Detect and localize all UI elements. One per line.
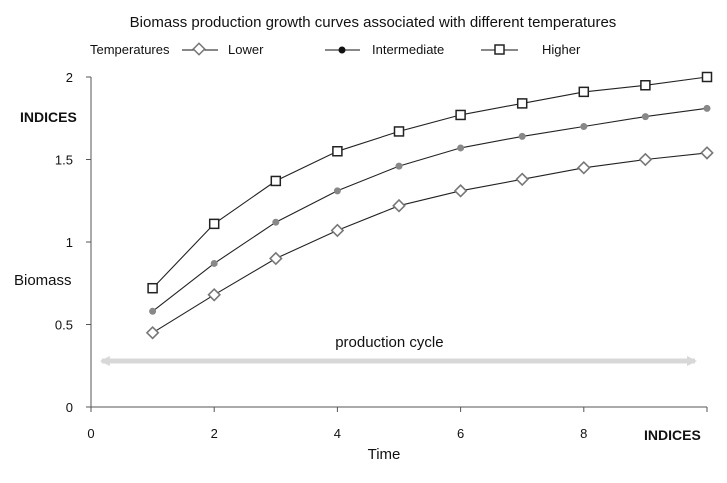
y-tick-label: 0.5: [55, 318, 73, 333]
data-point-lower: [638, 152, 653, 167]
data-point-intermediate: [457, 144, 465, 152]
x-index-label: INDICES: [644, 427, 701, 443]
data-point-higher: [640, 80, 651, 91]
series-line-lower: [152, 152, 708, 334]
x-tick-label: 0: [87, 426, 94, 441]
data-point-higher: [393, 126, 405, 137]
data-point-lower: [700, 146, 714, 160]
chart-title: Biomass production growth curves associa…: [130, 14, 617, 31]
x-tick-label: 2: [211, 426, 218, 441]
y-ticks: 0 0.5 1 1.5 2: [55, 70, 91, 415]
data-point-lower: [330, 223, 345, 238]
data-point-lower: [453, 184, 468, 198]
x-ticks: 0 2 4 6 8: [87, 407, 708, 441]
data-point-lower: [392, 198, 406, 213]
legend-item-higher: Higher: [481, 42, 581, 57]
x-tick-label: 6: [457, 426, 464, 441]
y-tick-label: 0: [66, 400, 73, 415]
legend-item-lower: Lower: [182, 42, 264, 57]
data-point-higher: [147, 282, 158, 294]
x-tick-label: 4: [334, 426, 341, 441]
series-line-higher: [152, 76, 708, 289]
data-point-higher: [516, 98, 528, 109]
data-point-higher: [208, 218, 220, 230]
data-point-higher: [270, 175, 282, 187]
data-point-lower: [145, 325, 160, 340]
series-line-intermediate: [152, 107, 708, 312]
x-axis-label: Time: [368, 446, 401, 463]
y-axis-label: Biomass: [14, 272, 72, 289]
data-point-lower: [207, 288, 221, 302]
data-point-intermediate: [333, 187, 341, 195]
data-point-intermediate: [149, 307, 157, 315]
legend-title: Temperatures: [90, 42, 170, 57]
legend-label-lower: Lower: [228, 42, 264, 57]
x-tick-label: 8: [580, 426, 587, 441]
data-point-intermediate: [272, 218, 280, 226]
legend: Temperatures Lower Intermediate Higher: [90, 42, 581, 57]
y-tick-label: 1.5: [55, 153, 73, 168]
data-point-intermediate: [641, 113, 649, 121]
data-point-lower: [577, 160, 591, 175]
legend-marker-higher: [494, 44, 505, 55]
data-point-higher: [455, 109, 466, 121]
y-index-label: INDICES: [20, 109, 77, 125]
series-layer: [145, 71, 714, 340]
data-point-intermediate: [210, 259, 218, 267]
legend-marker-lower: [192, 42, 206, 56]
data-point-intermediate: [518, 132, 526, 140]
data-point-intermediate: [703, 104, 711, 112]
legend-marker-intermediate: [338, 46, 346, 54]
data-point-intermediate: [395, 162, 403, 170]
production-cycle-annotation: production cycle: [99, 334, 697, 367]
data-point-higher: [578, 86, 590, 98]
legend-item-intermediate: Intermediate: [325, 42, 444, 57]
data-point-higher: [701, 71, 713, 83]
data-point-higher: [332, 146, 343, 157]
legend-label-intermediate: Intermediate: [372, 42, 444, 57]
y-tick-label: 2: [66, 70, 73, 85]
y-tick-label: 1: [66, 235, 73, 250]
data-point-intermediate: [580, 123, 588, 130]
data-point-lower: [269, 251, 283, 266]
data-point-lower: [515, 172, 529, 187]
legend-label-higher: Higher: [542, 42, 581, 57]
production-cycle-label: production cycle: [335, 334, 443, 351]
